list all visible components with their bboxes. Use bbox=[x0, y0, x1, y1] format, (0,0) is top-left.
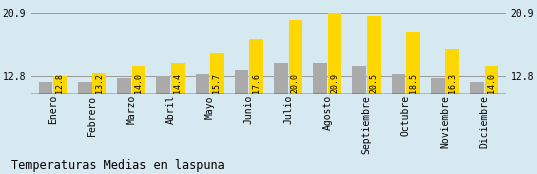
Bar bbox=[210, 53, 224, 94]
Text: 18.5: 18.5 bbox=[409, 73, 418, 93]
Bar bbox=[288, 20, 302, 94]
Text: 14.0: 14.0 bbox=[487, 73, 496, 93]
Bar bbox=[313, 63, 327, 94]
Text: 20.5: 20.5 bbox=[369, 73, 379, 93]
Bar bbox=[470, 82, 484, 94]
Bar bbox=[235, 70, 249, 94]
Text: 12.8: 12.8 bbox=[55, 73, 64, 93]
Bar bbox=[431, 78, 445, 94]
Bar bbox=[249, 38, 263, 94]
Bar bbox=[171, 63, 185, 94]
Bar bbox=[78, 82, 91, 94]
Bar bbox=[274, 63, 288, 94]
Bar bbox=[39, 82, 52, 94]
Text: 14.0: 14.0 bbox=[134, 73, 143, 93]
Text: 16.3: 16.3 bbox=[448, 73, 457, 93]
Text: 13.2: 13.2 bbox=[95, 73, 104, 93]
Bar bbox=[485, 66, 498, 94]
Text: 15.7: 15.7 bbox=[213, 73, 221, 93]
Text: 17.6: 17.6 bbox=[252, 73, 260, 93]
Bar bbox=[391, 74, 405, 94]
Bar bbox=[446, 49, 459, 94]
Text: 20.0: 20.0 bbox=[291, 73, 300, 93]
Bar bbox=[367, 16, 381, 94]
Bar bbox=[156, 76, 170, 94]
Bar bbox=[117, 78, 131, 94]
Bar bbox=[406, 31, 420, 94]
Bar bbox=[352, 66, 366, 94]
Bar bbox=[328, 13, 342, 94]
Bar bbox=[132, 66, 146, 94]
Bar bbox=[53, 76, 67, 94]
Text: Temperaturas Medias en laspuna: Temperaturas Medias en laspuna bbox=[11, 159, 224, 172]
Bar bbox=[195, 74, 209, 94]
Text: 14.4: 14.4 bbox=[173, 73, 182, 93]
Text: 20.9: 20.9 bbox=[330, 73, 339, 93]
Bar bbox=[92, 73, 106, 94]
